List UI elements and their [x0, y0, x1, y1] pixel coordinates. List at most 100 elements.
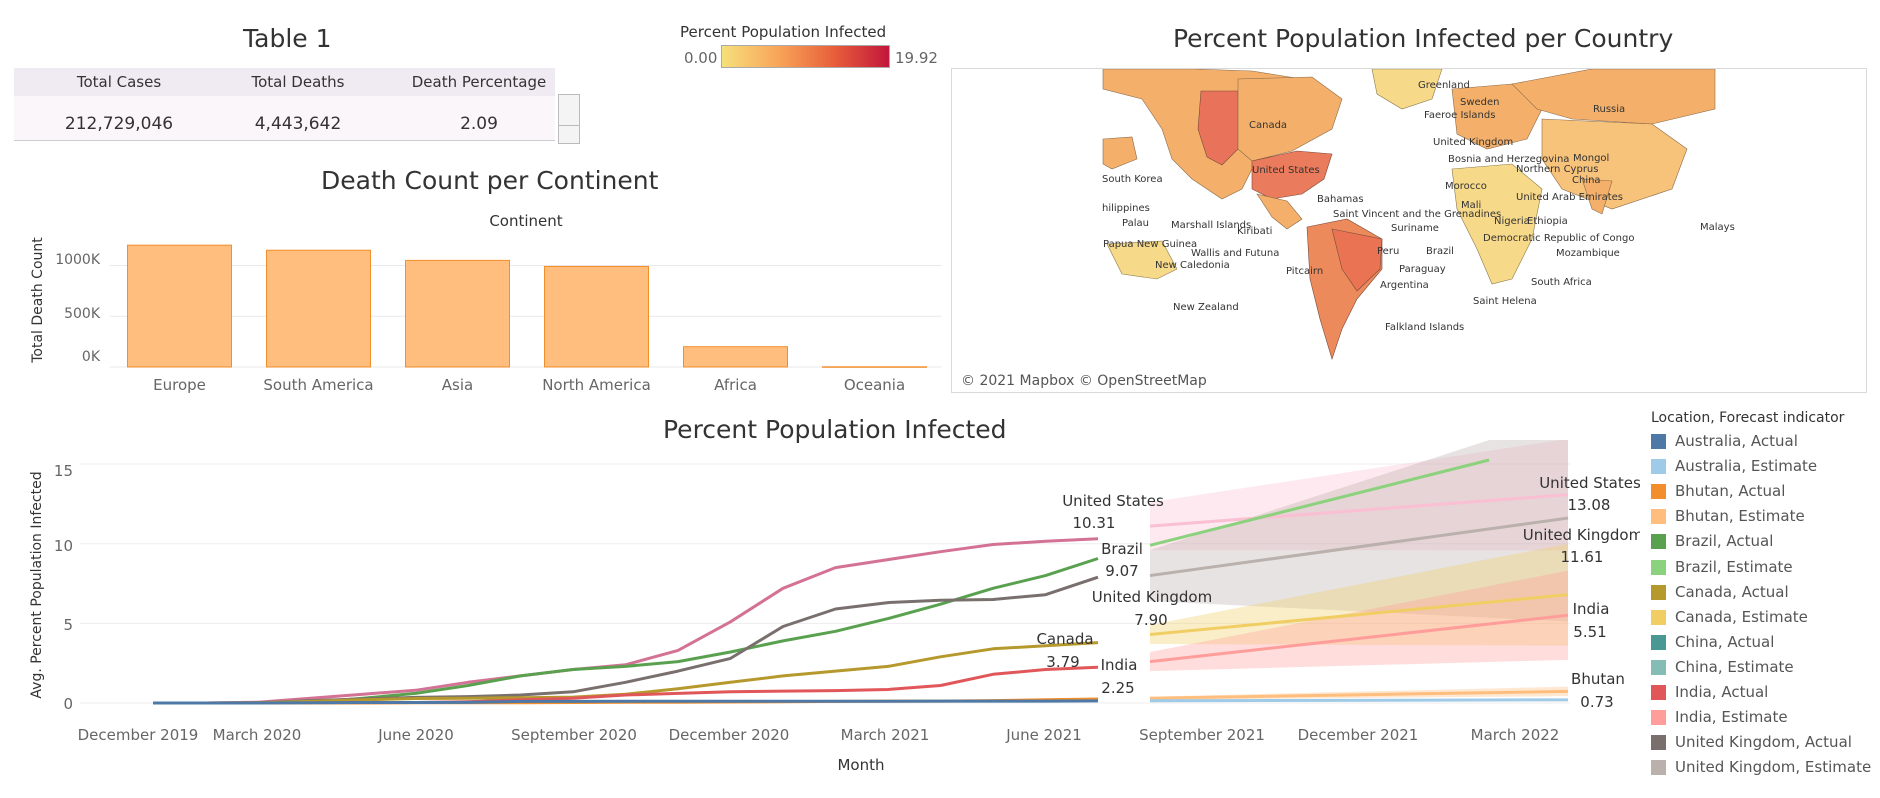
- map-label: Palau: [1122, 218, 1149, 229]
- annotation-name: United States: [1062, 492, 1164, 510]
- legend-item[interactable]: China, Estimate: [1651, 658, 1794, 682]
- legend-item[interactable]: Canada, Actual: [1651, 583, 1789, 607]
- map-label: Greenland: [1418, 80, 1470, 91]
- x-tick-label: Oceania: [844, 376, 905, 394]
- map-label: hilippines: [1102, 203, 1150, 214]
- estimate-line[interactable]: [1149, 593, 1569, 636]
- region-mexico: [1256, 193, 1303, 230]
- map-label: Kiribati: [1237, 226, 1272, 237]
- map-label: Saint Helena: [1473, 296, 1537, 307]
- estimate-line[interactable]: [1149, 458, 1490, 547]
- bar[interactable]: [405, 259, 510, 368]
- annotation-value: 10.31: [1073, 514, 1116, 532]
- map-label: United Arab Emirates: [1516, 192, 1623, 203]
- bar[interactable]: [683, 346, 788, 368]
- legend-item[interactable]: China, Actual: [1651, 633, 1774, 657]
- series-line[interactable]: [153, 537, 1099, 705]
- death-count-chart[interactable]: Continent Total Death Count 1000K 500K 0…: [0, 200, 950, 400]
- summary-table: Total Cases Total Deaths Death Percentag…: [14, 68, 555, 144]
- legend-swatch: [1651, 509, 1666, 525]
- map-label: Saint Vincent and the Grenadines: [1333, 209, 1501, 220]
- legend-item[interactable]: Bhutan, Estimate: [1651, 507, 1805, 531]
- annotation-name: India: [1101, 656, 1138, 674]
- region-greenland: [1371, 69, 1443, 110]
- estimate-band: [1150, 570, 1568, 672]
- series-line[interactable]: [153, 699, 1099, 705]
- region-australia: [1106, 240, 1178, 280]
- map-label: Mozambique: [1556, 248, 1620, 259]
- bar[interactable]: [266, 249, 371, 368]
- map-label: Democratic Republic of Congo: [1483, 233, 1634, 244]
- legend-item[interactable]: Canada, Estimate: [1651, 608, 1808, 632]
- legend-label: Brazil, Estimate: [1675, 557, 1793, 576]
- map-label: Ethiopia: [1527, 216, 1568, 227]
- estimate-line[interactable]: [1149, 698, 1569, 703]
- value-death-percentage: 2.09: [460, 114, 498, 134]
- legend-item[interactable]: Brazil, Estimate: [1651, 558, 1793, 582]
- legend-item[interactable]: Bhutan, Actual: [1651, 482, 1785, 506]
- estimate-line[interactable]: [1149, 516, 1569, 578]
- legend-item[interactable]: Australia, Estimate: [1651, 457, 1817, 481]
- map-label: Russia: [1593, 104, 1625, 115]
- y-tick-label: 0K: [82, 349, 101, 365]
- region-africa: [1451, 163, 1543, 285]
- bar[interactable]: [127, 244, 232, 368]
- header-death-percentage[interactable]: Death Percentage: [411, 73, 547, 91]
- legend-item[interactable]: United Kingdom, Estimate: [1651, 758, 1871, 782]
- x-tick-label: South America: [263, 376, 373, 394]
- legend-item[interactable]: Brazil, Actual: [1651, 532, 1773, 556]
- legend-item[interactable]: Australia, Actual: [1651, 432, 1798, 456]
- line-chart-xlabel: Month: [837, 756, 884, 774]
- x-tick-label: March 2021: [841, 726, 930, 744]
- legend-swatch: [1651, 534, 1666, 550]
- color-legend-title: Percent Population Infected: [680, 23, 887, 41]
- annotation-name: Canada: [1036, 630, 1093, 648]
- map-label: Falkland Islands: [1385, 322, 1464, 333]
- legend-item[interactable]: India, Actual: [1651, 683, 1768, 707]
- x-tick-label: Europe: [153, 376, 206, 394]
- map-label: Morocco: [1445, 181, 1487, 192]
- color-legend-min: 0.00: [684, 49, 718, 67]
- map-label: Papua New Guinea: [1103, 239, 1197, 250]
- color-legend-gradient[interactable]: [721, 45, 890, 68]
- map-label: Northern Cyprus: [1516, 164, 1598, 175]
- y-tick-label: 10: [54, 537, 73, 555]
- table-scrollbar[interactable]: [558, 94, 580, 144]
- map-label: Mongol: [1573, 153, 1609, 164]
- legend-label: India, Estimate: [1675, 708, 1788, 727]
- series-line[interactable]: [153, 575, 1099, 705]
- region-south-korea: [1102, 136, 1138, 170]
- header-total-cases[interactable]: Total Cases: [76, 73, 162, 91]
- legend-item[interactable]: United Kingdom, Actual: [1651, 733, 1852, 757]
- bar[interactable]: [544, 265, 649, 368]
- estimate-line[interactable]: [1149, 613, 1569, 664]
- annotation-value: 3.79: [1046, 653, 1079, 671]
- x-tick-label: December 2019: [78, 726, 199, 744]
- legend-label: Australia, Actual: [1675, 432, 1798, 450]
- legend-swatch: [1651, 685, 1666, 700]
- legend-item[interactable]: India, Estimate: [1651, 708, 1788, 732]
- x-tick-label: December 2021: [1298, 726, 1419, 744]
- legend-swatch: [1651, 710, 1666, 726]
- annotation-name: United Kingdom: [1092, 588, 1212, 606]
- x-tick-label: North America: [542, 376, 651, 394]
- legend-label: India, Actual: [1675, 683, 1769, 701]
- map-label: United States: [1252, 165, 1320, 176]
- value-total-deaths: 4,443,642: [254, 114, 342, 134]
- legend-label: Bhutan, Actual: [1675, 482, 1786, 501]
- estimate-line[interactable]: [1149, 689, 1569, 700]
- map-canvas[interactable]: Greenland Sweden Faeroe Islands Russia C…: [952, 69, 1866, 392]
- legend-label: Bhutan, Estimate: [1675, 507, 1805, 526]
- world-map[interactable]: Greenland Sweden Faeroe Islands Russia C…: [951, 68, 1867, 393]
- bar[interactable]: [822, 366, 927, 368]
- map-label: China: [1572, 175, 1601, 186]
- header-total-deaths[interactable]: Total Deaths: [251, 73, 345, 91]
- percent-infected-chart[interactable]: Avg. Percent Population Infected Month 1…: [0, 440, 1640, 798]
- region-united-states: [1251, 150, 1333, 200]
- annotation-name: India: [1573, 600, 1610, 618]
- legend-swatch: [1651, 659, 1666, 675]
- estimate-line[interactable]: [1149, 493, 1569, 528]
- series-line[interactable]: [153, 665, 1099, 705]
- table-row[interactable]: 212,729,046 4,443,642 2.09: [14, 96, 555, 141]
- map-credit[interactable]: © 2021 Mapbox © OpenStreetMap: [961, 373, 1207, 389]
